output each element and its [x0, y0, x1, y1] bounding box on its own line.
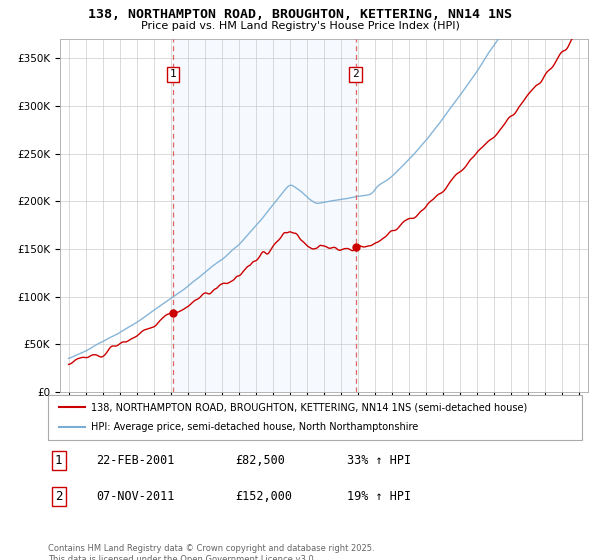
Text: 1: 1 — [55, 454, 62, 467]
Text: 33% ↑ HPI: 33% ↑ HPI — [347, 454, 411, 467]
Text: HPI: Average price, semi-detached house, North Northamptonshire: HPI: Average price, semi-detached house,… — [91, 422, 418, 432]
Text: 138, NORTHAMPTON ROAD, BROUGHTON, KETTERING, NN14 1NS: 138, NORTHAMPTON ROAD, BROUGHTON, KETTER… — [88, 8, 512, 21]
Text: 138, NORTHAMPTON ROAD, BROUGHTON, KETTERING, NN14 1NS (semi-detached house): 138, NORTHAMPTON ROAD, BROUGHTON, KETTER… — [91, 402, 527, 412]
Bar — [173, 39, 356, 392]
Text: 19% ↑ HPI: 19% ↑ HPI — [347, 489, 411, 503]
Text: £82,500: £82,500 — [235, 454, 285, 467]
Text: 1: 1 — [170, 69, 176, 80]
Text: 2: 2 — [352, 69, 359, 80]
Text: Contains HM Land Registry data © Crown copyright and database right 2025.
This d: Contains HM Land Registry data © Crown c… — [48, 544, 374, 560]
Text: 07-NOV-2011: 07-NOV-2011 — [96, 489, 175, 503]
Text: 2: 2 — [55, 489, 62, 503]
Text: Price paid vs. HM Land Registry's House Price Index (HPI): Price paid vs. HM Land Registry's House … — [140, 21, 460, 31]
Text: 22-FEB-2001: 22-FEB-2001 — [96, 454, 175, 467]
FancyBboxPatch shape — [48, 395, 582, 440]
Text: £152,000: £152,000 — [235, 489, 292, 503]
